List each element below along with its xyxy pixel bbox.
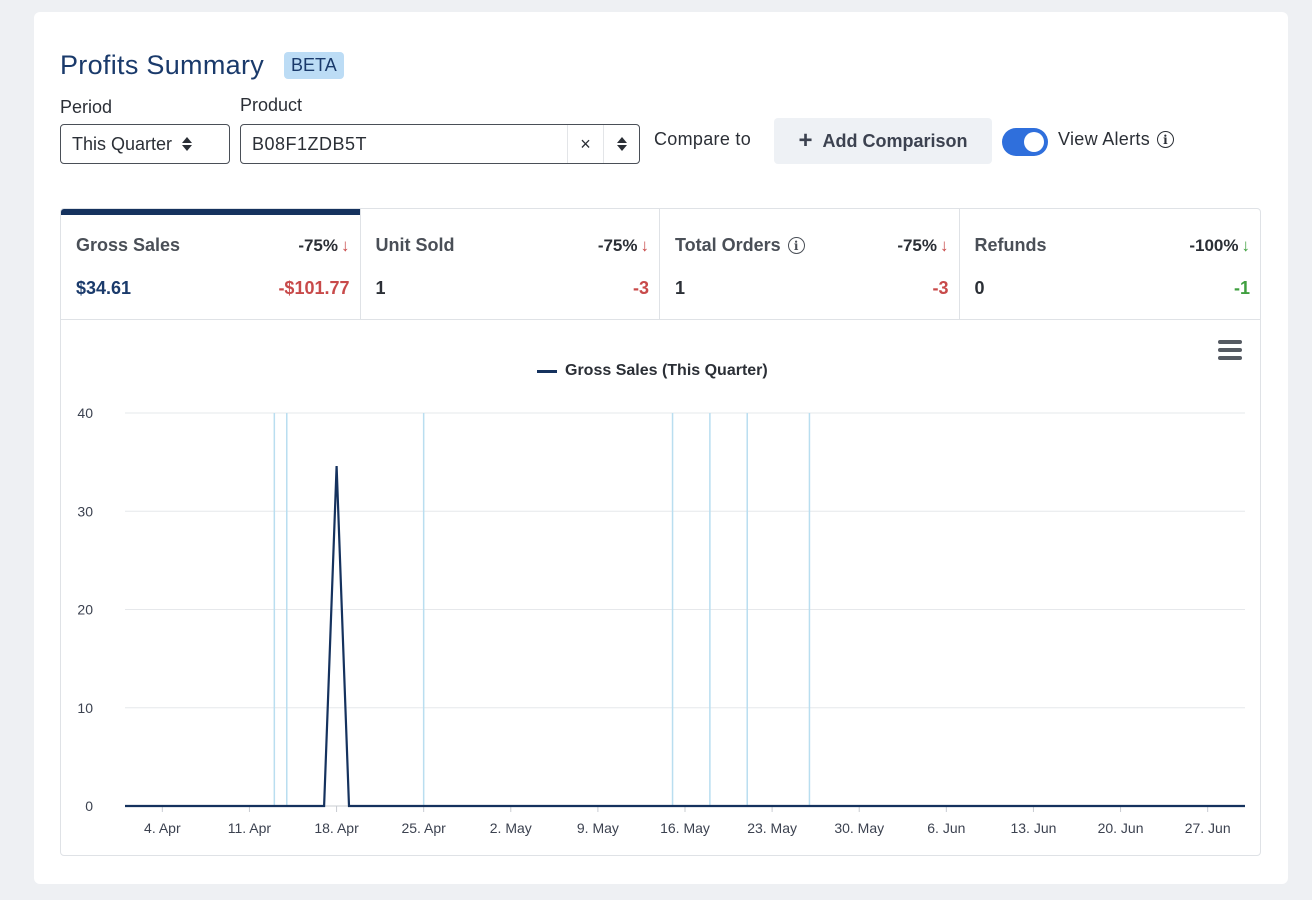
x-tick-label: 11. Apr — [228, 820, 272, 836]
arrow-down-icon: ↓ — [940, 235, 949, 255]
metric-name-text: Unit Sold — [375, 235, 455, 255]
arrow-down-icon: ↓ — [640, 235, 650, 255]
metric-name: Gross Sales — [76, 235, 180, 256]
metric-name: Total Orders i — [675, 235, 805, 256]
metric-delta: -3 — [932, 278, 949, 298]
page-title: Profits Summary — [60, 50, 265, 80]
x-tick-label: 4. Apr — [144, 820, 181, 836]
metric-percent-text: -75% — [298, 235, 338, 255]
period-select-value: This Quarter — [72, 133, 173, 154]
metric-value: 0 — [974, 278, 985, 298]
profits-summary-card: Profits Summary BETA Period Product This… — [34, 12, 1288, 884]
arrow-down-icon: ↓ — [341, 235, 350, 255]
legend-swatch — [537, 369, 557, 373]
metric-header: Gross Sales -75% ↓ — [76, 235, 350, 256]
sort-arrows-icon — [182, 137, 193, 151]
metric-percent: -100% ↓ — [1189, 236, 1250, 256]
metric-header: Total Orders i -75% ↓ — [675, 235, 949, 256]
x-tick-label: 18. Apr — [314, 820, 359, 836]
toggle-knob — [1024, 132, 1044, 152]
metric-tab-gross-sales[interactable]: Gross Sales -75% ↓ $34.61 -$101.77 — [61, 209, 361, 319]
x-tick-label: 6. Jun — [927, 820, 965, 836]
y-tick-label: 0 — [85, 798, 93, 814]
metric-percent-text: -75% — [597, 235, 638, 255]
x-tick-label: 16. May — [660, 820, 710, 836]
metric-values: 1 -3 — [376, 278, 650, 299]
plus-icon: + — [798, 127, 813, 154]
metric-header: Unit Sold -75% ↓ — [376, 235, 650, 256]
metric-percent: -75% ↓ — [598, 236, 649, 256]
info-icon[interactable]: i — [1157, 131, 1175, 148]
metric-delta: -$101.77 — [278, 278, 350, 298]
chart-area: Gross Sales (This Quarter) 0 10 20 30 40 4. A… — [61, 320, 1260, 855]
view-alerts-toggle[interactable] — [1002, 128, 1048, 156]
compare-to-label: Compare to — [654, 129, 752, 149]
metric-tab-refunds[interactable]: Refunds -100% ↓ 0 -1 — [960, 209, 1261, 319]
arrow-down-icon: ↓ — [1241, 235, 1251, 255]
metric-name: Refunds — [975, 235, 1047, 256]
legend-label: Gross Sales (This Quarter) — [565, 362, 768, 379]
gross-sales-chart: 0 10 20 30 40 4. Apr 11. Apr 18. Apr 25. Apr 2. M… — [77, 405, 1245, 836]
metric-value: 1 — [675, 278, 686, 298]
x-tick-label: 13. Jun — [1010, 820, 1056, 836]
x-tick-label: 9. May — [577, 820, 619, 836]
clear-icon[interactable]: × — [567, 125, 603, 163]
metric-tab-total-orders[interactable]: Total Orders i -75% ↓ 1 -3 — [660, 209, 960, 319]
y-tick-label: 30 — [77, 503, 93, 519]
hamburger-menu-icon[interactable] — [1218, 340, 1242, 360]
metric-value: 1 — [375, 278, 386, 298]
metrics-chart-panel: Gross Sales -75% ↓ $34.61 -$101.77 Unit Sold -… — [60, 208, 1261, 856]
x-tick-label: 25. Apr — [401, 820, 446, 836]
sort-arrows-icon[interactable] — [603, 125, 639, 163]
metric-name-text: Gross Sales — [76, 235, 181, 255]
title-row: Profits Summary BETA — [60, 50, 344, 81]
metric-value: $34.61 — [76, 278, 132, 298]
product-label: Product — [240, 95, 303, 115]
y-tick-label: 10 — [77, 700, 93, 716]
metric-values: 1 -3 — [675, 278, 949, 299]
metric-delta: -1 — [1233, 278, 1250, 298]
y-tick-label: 20 — [77, 602, 93, 618]
y-tick-label: 40 — [77, 405, 93, 421]
view-alerts-label: View Alerts i — [1058, 129, 1175, 150]
metric-tabs: Gross Sales -75% ↓ $34.61 -$101.77 Unit Sold -… — [61, 209, 1260, 320]
metric-tab-unit-sold[interactable]: Unit Sold -75% ↓ 1 -3 — [361, 209, 660, 319]
metric-name-text: Refunds — [974, 235, 1047, 255]
metric-values: 0 -1 — [975, 278, 1251, 299]
add-comparison-button[interactable]: + Add Comparison — [774, 118, 992, 164]
metric-header: Refunds -100% ↓ — [975, 235, 1251, 256]
metric-percent: -75% ↓ — [298, 236, 349, 256]
x-tick-label: 20. Jun — [1098, 820, 1144, 836]
x-tick-label: 27. Jun — [1185, 820, 1231, 836]
metric-values: $34.61 -$101.77 — [76, 278, 350, 299]
product-select-value: B08F1ZDB5T — [252, 133, 368, 154]
add-comparison-label: Add Comparison — [822, 130, 968, 151]
metric-percent-text: -75% — [897, 235, 937, 255]
metric-name-text: Total Orders — [675, 235, 781, 255]
metric-delta: -3 — [632, 278, 649, 298]
legend-item[interactable]: Gross Sales (This Quarter) — [537, 362, 768, 380]
metric-percent-text: -100% — [1189, 235, 1239, 255]
period-select[interactable]: This Quarter — [60, 124, 230, 164]
metric-percent: -75% ↓ — [897, 236, 948, 256]
x-tick-label: 23. May — [747, 820, 797, 836]
info-icon[interactable]: i — [787, 237, 805, 254]
metric-name: Unit Sold — [376, 235, 455, 256]
product-select[interactable]: B08F1ZDB5T × — [240, 124, 640, 164]
view-alerts-text: View Alerts — [1058, 129, 1151, 149]
beta-badge: BETA — [284, 52, 344, 79]
x-tick-label: 2. May — [490, 820, 532, 836]
series-line — [125, 465, 1245, 808]
period-label: Period — [60, 97, 113, 117]
x-tick-label: 30. May — [834, 820, 884, 836]
